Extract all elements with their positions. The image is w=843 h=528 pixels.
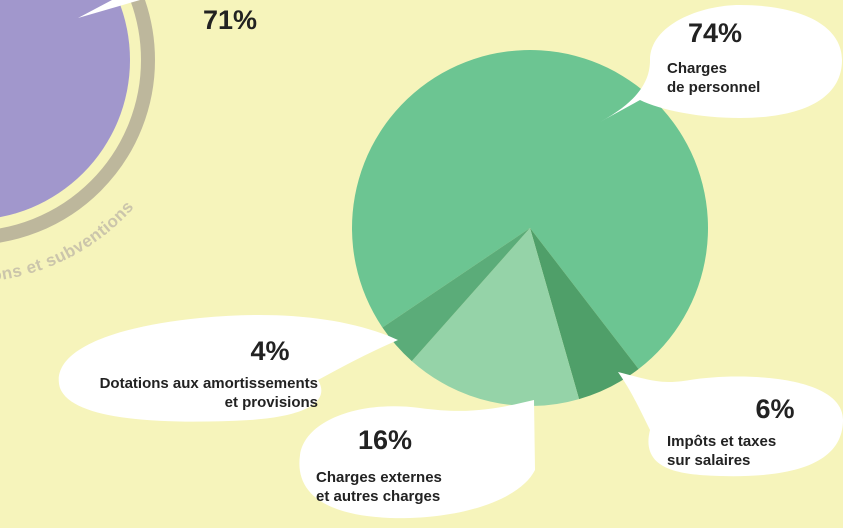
- category-label: sur salaires: [667, 452, 750, 469]
- value-label: 16%: [358, 425, 412, 455]
- category-label: Charges externes: [316, 469, 442, 486]
- category-label: de personnel: [667, 79, 760, 96]
- pie-slice: [382, 228, 530, 362]
- category-label: Dotations aux amortissements: [100, 375, 318, 392]
- value-label: 6%: [755, 394, 794, 424]
- callout-dotations: [58, 314, 399, 422]
- pie-slice: [351, 50, 708, 370]
- callout-tail: [78, 0, 140, 18]
- pie-slice: [411, 228, 580, 406]
- callout-externes: [299, 400, 535, 519]
- category-label: Impôts et taxes: [667, 433, 776, 450]
- circle-mark: [0, 0, 130, 218]
- ring: [0, 0, 155, 243]
- callout-personnel: [600, 5, 842, 122]
- category-label: Charges: [667, 60, 727, 77]
- value-label: 74%: [688, 18, 742, 48]
- value-label: 71%: [203, 5, 257, 35]
- callouts: [58, 0, 843, 519]
- category-label: et provisions: [225, 394, 318, 411]
- pie-slice: [530, 228, 639, 400]
- category-label: et autres charges: [316, 488, 440, 505]
- value-label: 4%: [250, 336, 289, 366]
- callout-impots: [618, 372, 843, 477]
